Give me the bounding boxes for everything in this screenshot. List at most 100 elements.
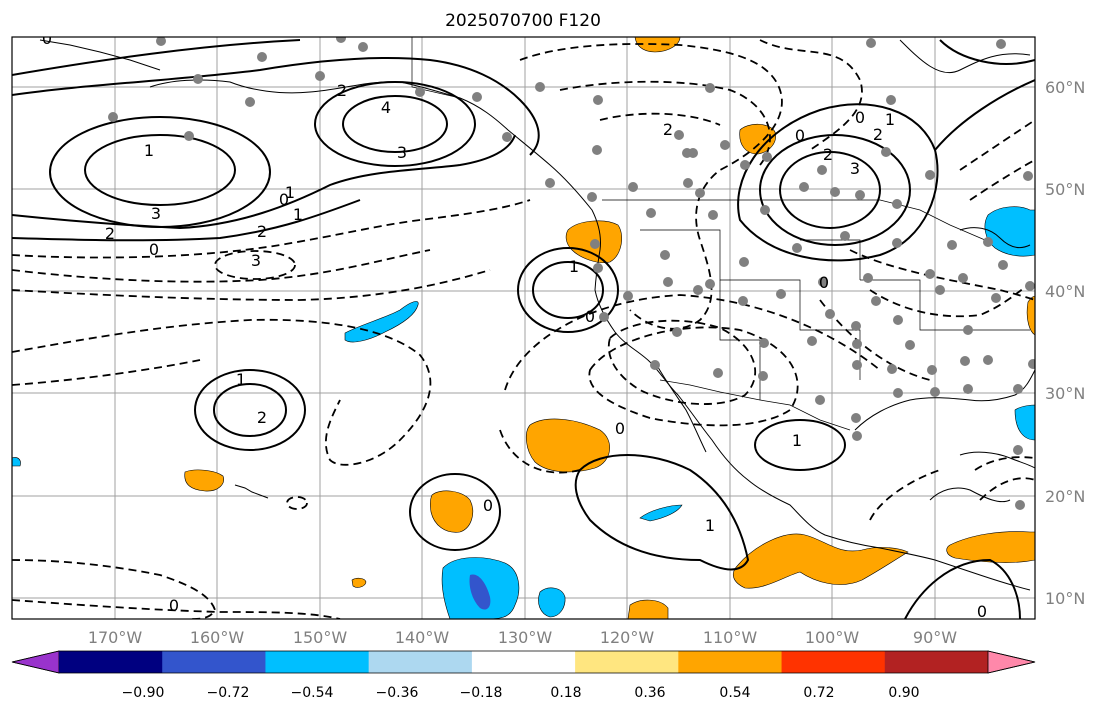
contour-line [939,39,1035,65]
contour-line [12,39,301,76]
contour-line [904,558,1021,619]
lon-tick-label: 120°W [600,628,655,647]
contour-line [84,134,236,206]
contour-label: 0 [483,496,493,515]
contour-label: 0 [169,596,179,615]
lon-tick-label: 140°W [395,628,450,647]
contour-line [314,81,476,167]
contour-label: 1 [236,370,246,389]
contour-label: 0 [977,602,987,621]
contour-line [754,419,846,471]
island-chain-aleutians [39,39,161,71]
contour-line [12,269,491,301]
contour-line [849,249,1035,301]
lat-tick-label: 40°N [1045,282,1085,301]
contour-line [779,151,881,229]
contour-line [607,319,756,405]
contour-line [12,599,341,619]
negative-region [12,457,21,467]
colorbar-tick-label: 0.72 [803,685,834,701]
contour-labels: 0 2 4 3 1 2 3 0 1 2 3 0 1 0 2 2 1 2 0 0 … [42,37,987,621]
contour-label: 3 [850,159,860,178]
contour-label: 0 [819,273,829,292]
contour-line [974,456,1035,471]
lat-tick-label: 50°N [1045,180,1085,199]
contour-label: 0 [615,419,625,438]
contour-line [12,199,531,259]
contour-label: 1 [144,141,154,160]
contour-line [979,477,1035,501]
map-frame [11,36,1036,620]
contours [12,39,1035,619]
colorbar-ticks: −0.90 −0.72 −0.54 −0.36 −0.18 0.18 0.36 … [122,685,920,701]
contour-label: 1 [705,516,715,535]
colorbar-swatch [368,651,473,673]
contour-line [194,369,306,451]
contour-label: 0 [149,240,159,259]
contour-line [12,57,540,156]
contour-line [342,95,448,153]
colorbar-extend-high [987,650,1036,674]
island-chain-hawaii [234,484,269,499]
contour-line [574,454,750,571]
contour-label: 2 [823,145,833,164]
contour-line [959,119,1035,171]
contour-label: 3 [151,204,161,223]
negative-region [984,206,1035,257]
contour-label: 0 [855,108,865,127]
colorbar-tick-label: 0.36 [634,685,665,701]
contour-line [504,294,881,391]
positive-region [351,577,367,588]
graticule [12,37,1035,619]
lon-tick-label: 170°W [88,628,143,647]
lat-tick-label: 60°N [1045,78,1085,97]
lon-tick-label: 130°W [498,628,553,647]
colorbar-outline [11,650,1036,674]
contour-label: 3 [397,143,407,162]
contour-label: 1 [285,183,295,202]
station-dots [108,37,1035,510]
positive-region [732,533,909,589]
contour-line [286,496,308,510]
negative-region [639,504,683,522]
latitude-ticks: 60°N 50°N 40°N 30°N 20°N 10°N [1045,78,1085,608]
lon-tick-label: 160°W [190,628,245,647]
coastlines [39,39,1035,591]
lon-tick-label: 150°W [293,628,348,647]
coastline-greatlakes [959,227,1031,249]
contour-line [12,249,431,283]
contour-line [559,80,771,166]
contour-line [213,383,287,437]
map-area: 0 2 4 3 1 2 3 0 1 2 3 0 1 0 2 2 1 2 0 0 … [12,37,1035,621]
colorbar-swatch [162,651,266,673]
contour-label: 0 [279,190,289,209]
contour-line [519,43,783,330]
contour-label: 4 [381,98,391,117]
colorbar-tick-label: −0.72 [207,685,250,701]
contour-label: 0 [585,307,595,326]
colorbar-tick-label: −0.90 [122,685,165,701]
contour-line [214,250,296,280]
contour-line [759,134,911,246]
positive-region [526,418,610,473]
contour-line [12,199,361,242]
contour-line [588,326,799,427]
longitude-ticks: 170°W 160°W 150°W 140°W 130°W 120°W 110°… [88,628,957,647]
lat-tick-label: 30°N [1045,384,1085,403]
lon-tick-label: 90°W [913,628,957,647]
contour-line [499,429,581,474]
colorbar-swatch [265,651,370,673]
colorbar-tick-label: −0.54 [291,685,334,701]
positive-region [430,490,473,533]
positive-region [627,599,669,619]
colorbar-tick-label: 0.90 [888,685,919,701]
contour-label: 2 [257,222,267,241]
coastline-baja [654,361,707,453]
contour-line [869,279,1035,318]
map-title: 2025070700 F120 [445,11,601,31]
contour-label: 1 [885,110,895,129]
coastline-west-us [594,249,1031,591]
contour-label: 0 [795,126,805,145]
colorbar-swatch [575,651,679,673]
